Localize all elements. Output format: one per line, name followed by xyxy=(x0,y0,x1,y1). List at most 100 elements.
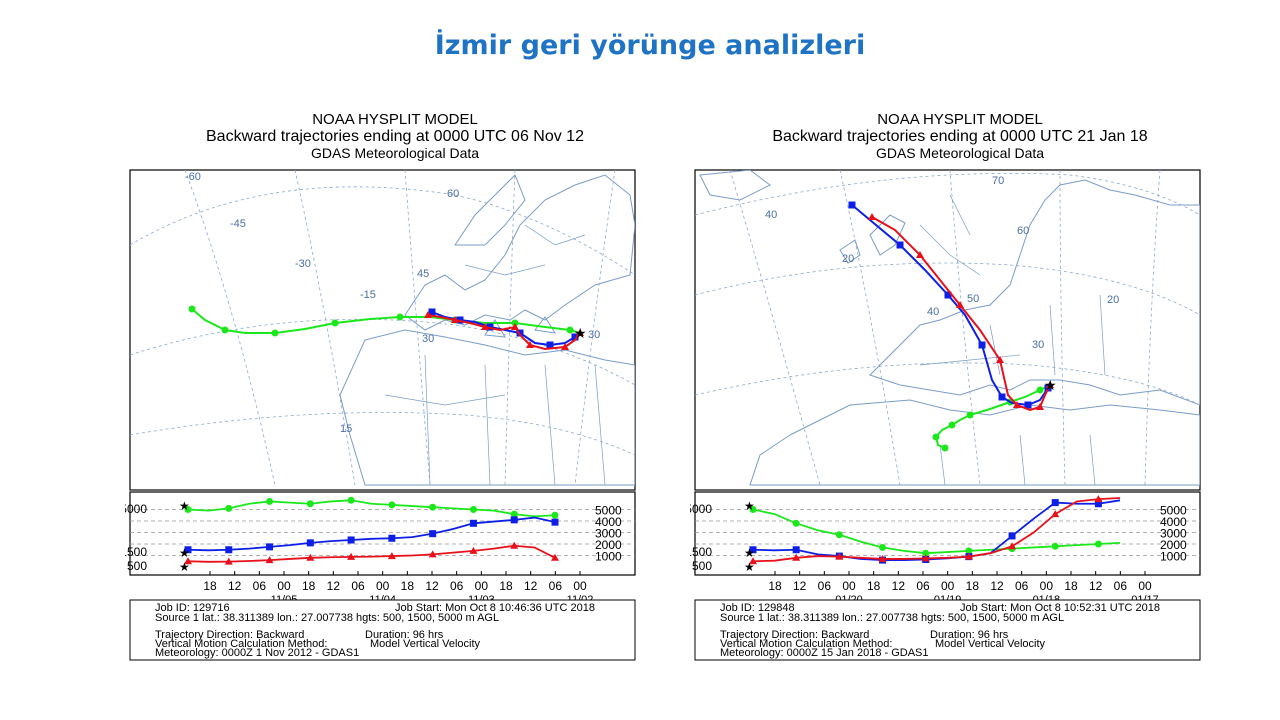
meteorology: Meteorology: 0000Z 1 Nov 2012 - GDAS1 xyxy=(155,647,359,659)
hour-tick-label: 12 xyxy=(1089,579,1103,593)
trajectory-panel-jan18: NOAA HYSPLIT MODEL Backward trajectories … xyxy=(690,105,1250,665)
red-trajectory-marker xyxy=(1013,401,1021,408)
start-height-label: 1500 xyxy=(125,545,147,559)
green-height-series xyxy=(187,499,556,518)
start-star-icon: ★ xyxy=(744,499,755,513)
country-border xyxy=(939,444,946,486)
hour-tick-label: 06 xyxy=(549,579,563,593)
right-axis-tick: 2000 xyxy=(595,538,622,552)
graticule-line xyxy=(695,262,1200,316)
green-height-point xyxy=(551,511,559,519)
map-frame xyxy=(694,169,1201,491)
red-trajectory-marker xyxy=(996,356,1004,363)
start-star-icon: ★ xyxy=(179,499,190,513)
hour-tick-label: 12 xyxy=(793,579,807,593)
graticule-line xyxy=(294,170,356,486)
country-border xyxy=(1099,294,1106,376)
country-border xyxy=(1049,304,1056,376)
slide-title: İzmir geri yörünge analizleri xyxy=(434,30,866,61)
right-axis-tick: 1000 xyxy=(1160,550,1187,564)
graticule-line xyxy=(839,170,901,486)
job-start: Job Start: Mon Oct 8 10:46:36 UTC 2018 xyxy=(395,602,595,614)
green-trajectory-marker xyxy=(941,444,949,452)
hour-tick-label: 18 xyxy=(867,579,881,593)
red-height-point xyxy=(469,546,478,554)
graticule-line xyxy=(949,170,981,486)
blue-height-point xyxy=(469,519,477,527)
right-axis-tick: 5000 xyxy=(1160,504,1187,518)
graticule-label: 40 xyxy=(765,209,777,221)
blue-height-point xyxy=(792,546,800,554)
source-line: Source 1 lat.: 38.311389 lon.: 27.007738… xyxy=(720,612,1064,624)
green-trajectory-marker xyxy=(396,313,404,321)
hour-tick-label: 18 xyxy=(401,579,415,593)
start-star-icon: ★ xyxy=(179,560,190,574)
red-height-point xyxy=(347,552,356,560)
country-border xyxy=(1089,434,1096,486)
right-axis-tick: 3000 xyxy=(595,527,622,541)
trajectory-direction: Trajectory Direction: Backward xyxy=(720,629,869,641)
red-trajectory-marker xyxy=(481,323,489,330)
red-trajectory-marker xyxy=(511,323,519,330)
graticule-label: 20 xyxy=(1107,294,1119,306)
hour-tick-label: 00 xyxy=(1040,579,1054,593)
red-height-point xyxy=(835,552,844,560)
blue-height-point xyxy=(1008,532,1016,540)
country-border xyxy=(384,394,506,406)
red-height-point xyxy=(510,541,519,549)
hour-tick-label: 12 xyxy=(990,579,1004,593)
job-start: Job Start: Mon Oct 8 10:52:31 UTC 2018 xyxy=(960,602,1160,614)
green-trajectory-marker xyxy=(948,421,956,429)
graticule-line xyxy=(695,172,1200,216)
green-height-point xyxy=(469,506,477,513)
blue-trajectory-marker xyxy=(998,393,1006,401)
red-height-point xyxy=(792,553,801,561)
hour-tick-label: 06 xyxy=(916,579,930,593)
green-height-point xyxy=(965,547,973,555)
start-height-label: 5000 xyxy=(690,502,712,516)
start-height-label: 5000 xyxy=(125,502,147,516)
hour-tick-label: 12 xyxy=(892,579,906,593)
red-height-series xyxy=(752,497,1121,563)
green-height-point xyxy=(792,519,800,527)
blue-trajectory-marker xyxy=(848,201,856,209)
hour-tick-label: 00 xyxy=(376,579,390,593)
red-trajectory-marker xyxy=(868,213,876,220)
country-border xyxy=(544,364,556,486)
green-height-point xyxy=(510,510,518,518)
graticule-line xyxy=(729,170,821,486)
red-trajectory-marker xyxy=(916,251,924,258)
start-height-label: 500 xyxy=(127,559,147,573)
graticule-line xyxy=(184,170,276,486)
right-axis-tick: 2000 xyxy=(1160,538,1187,552)
hour-tick-label: 18 xyxy=(1064,579,1078,593)
blue-height-point xyxy=(1051,499,1059,507)
hour-tick-label: 06 xyxy=(818,579,832,593)
green-height-point xyxy=(225,504,233,512)
green-trajectory-marker xyxy=(932,433,940,441)
green-height-point xyxy=(1094,540,1102,548)
hour-tick-label: 12 xyxy=(327,579,341,593)
graticule-label: -30 xyxy=(295,258,311,270)
green-trajectory-marker xyxy=(271,329,279,337)
graticule-label: 50 xyxy=(967,293,979,305)
hour-tick-label: 06 xyxy=(351,579,365,593)
country-border xyxy=(484,364,491,486)
blue-height-point xyxy=(306,539,314,547)
meteorology: Meteorology: 0000Z 15 Jan 2018 - GDAS1 xyxy=(720,647,929,659)
red-trajectory-marker xyxy=(526,341,534,348)
hour-tick-label: 18 xyxy=(499,579,513,593)
graticule-line xyxy=(1144,170,1161,486)
trajectory-panel-nov12: NOAA HYSPLIT MODEL Backward trajectories … xyxy=(125,105,685,665)
green-height-point xyxy=(749,506,757,513)
coastline xyxy=(839,239,861,264)
hour-tick-label: 00 xyxy=(1138,579,1152,593)
green-trajectory-marker xyxy=(566,326,574,334)
graticule-label: 30 xyxy=(588,329,600,341)
green-trajectory-marker xyxy=(188,305,196,313)
graticule-line xyxy=(574,170,616,486)
start-height-label: 500 xyxy=(692,559,712,573)
red-height-point xyxy=(1094,495,1103,503)
source-line: Source 1 lat.: 38.311389 lon.: 27.007738… xyxy=(155,612,499,624)
blue-height-point xyxy=(551,518,559,526)
